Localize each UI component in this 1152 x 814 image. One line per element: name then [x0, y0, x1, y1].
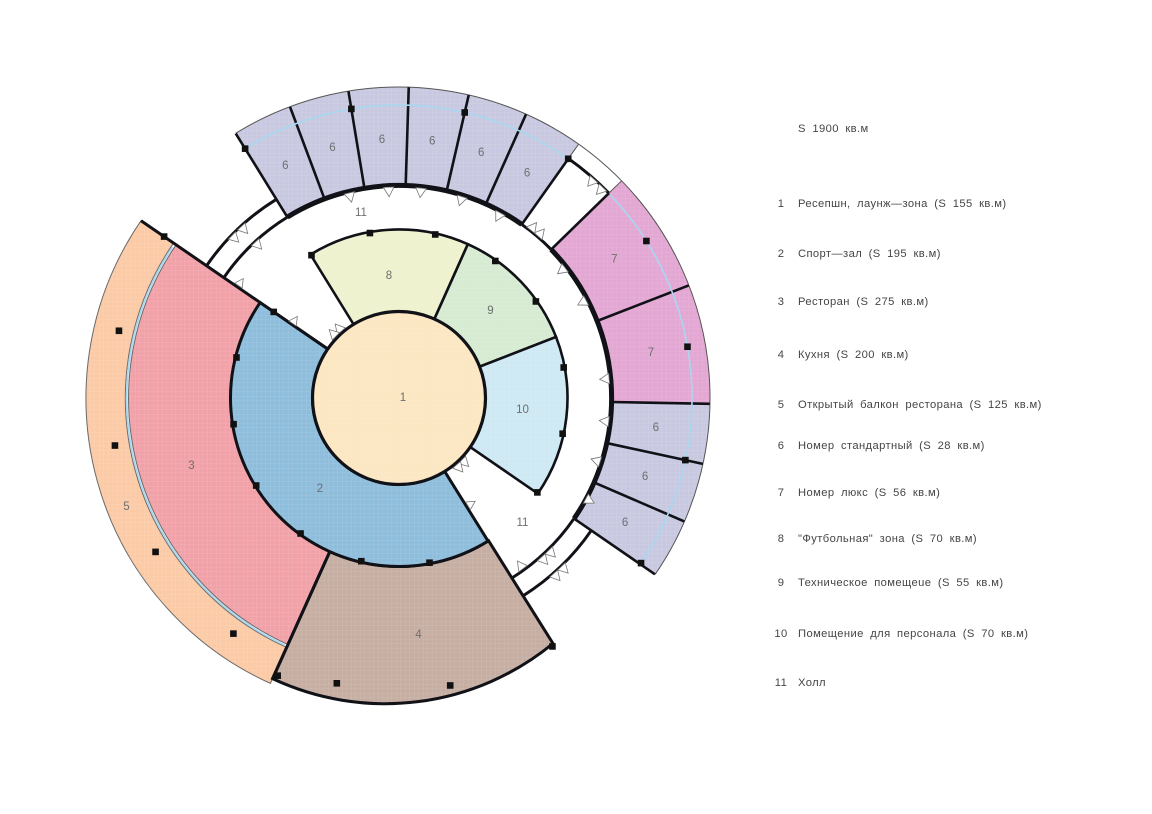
svg-text:7: 7: [611, 253, 617, 265]
svg-text:3: 3: [188, 460, 194, 472]
svg-text:Открытый балкон ресторана (S 1: Открытый балкон ресторана (S 125 кв.м): [798, 399, 1042, 411]
svg-text:9: 9: [778, 577, 785, 589]
svg-text:6: 6: [622, 517, 628, 529]
svg-text:8: 8: [778, 533, 785, 545]
svg-text:10: 10: [516, 404, 529, 416]
svg-text:5: 5: [778, 399, 785, 411]
svg-text:2: 2: [317, 483, 323, 495]
svg-text:4: 4: [415, 629, 422, 641]
svg-text:7: 7: [648, 347, 654, 359]
svg-text:Номер люкс (S 56 кв.м): Номер люкс (S 56 кв.м): [798, 487, 940, 499]
svg-text:6: 6: [379, 134, 385, 146]
svg-text:S 1900 кв.м: S 1900 кв.м: [798, 123, 869, 135]
svg-text:Ресторан (S 275 кв.м): Ресторан (S 275 кв.м): [798, 296, 929, 308]
svg-text:3: 3: [778, 296, 785, 308]
svg-text:6: 6: [653, 422, 659, 434]
svg-text:6: 6: [282, 160, 288, 172]
svg-text:Ресепшн, лаунж—зона (S 155 кв: Ресепшн, лаунж—зона (S 155 кв.м): [798, 198, 1006, 210]
svg-text:6: 6: [329, 142, 335, 154]
svg-text:8: 8: [386, 270, 392, 282]
svg-text:11: 11: [355, 207, 367, 219]
svg-text:Помещение для персонала (S 70: Помещение для персонала (S 70 кв.м): [798, 628, 1028, 640]
svg-text:1: 1: [778, 198, 785, 210]
svg-text:9: 9: [487, 305, 493, 317]
svg-text:10: 10: [774, 628, 787, 640]
svg-text:11: 11: [517, 517, 529, 529]
svg-text:Спорт—зал (S 195 кв.м): Спорт—зал (S 195 кв.м): [798, 248, 941, 260]
svg-text:Номер стандартный (S 28 кв.м): Номер стандартный (S 28 кв.м): [798, 440, 985, 452]
svg-text:Кухня (S 200 кв.м): Кухня (S 200 кв.м): [798, 349, 909, 361]
svg-text:Холл: Холл: [798, 677, 826, 689]
svg-text:5: 5: [123, 501, 129, 513]
svg-text:6: 6: [429, 136, 435, 148]
svg-text:6: 6: [642, 471, 648, 483]
svg-text:6: 6: [478, 147, 484, 159]
svg-text:"Футбольная" зона (S 70 кв.м): "Футбольная" зона (S 70 кв.м): [798, 533, 977, 545]
svg-text:1: 1: [400, 392, 406, 404]
svg-text:6: 6: [524, 168, 530, 180]
svg-text:11: 11: [775, 677, 787, 689]
svg-text:2: 2: [778, 248, 785, 260]
svg-text:4: 4: [778, 349, 785, 361]
svg-text:6: 6: [778, 440, 785, 452]
svg-text:7: 7: [778, 487, 785, 499]
svg-text:Техническое помещеuе (S 55 кв.: Техническое помещеuе (S 55 кв.м): [798, 577, 1003, 589]
